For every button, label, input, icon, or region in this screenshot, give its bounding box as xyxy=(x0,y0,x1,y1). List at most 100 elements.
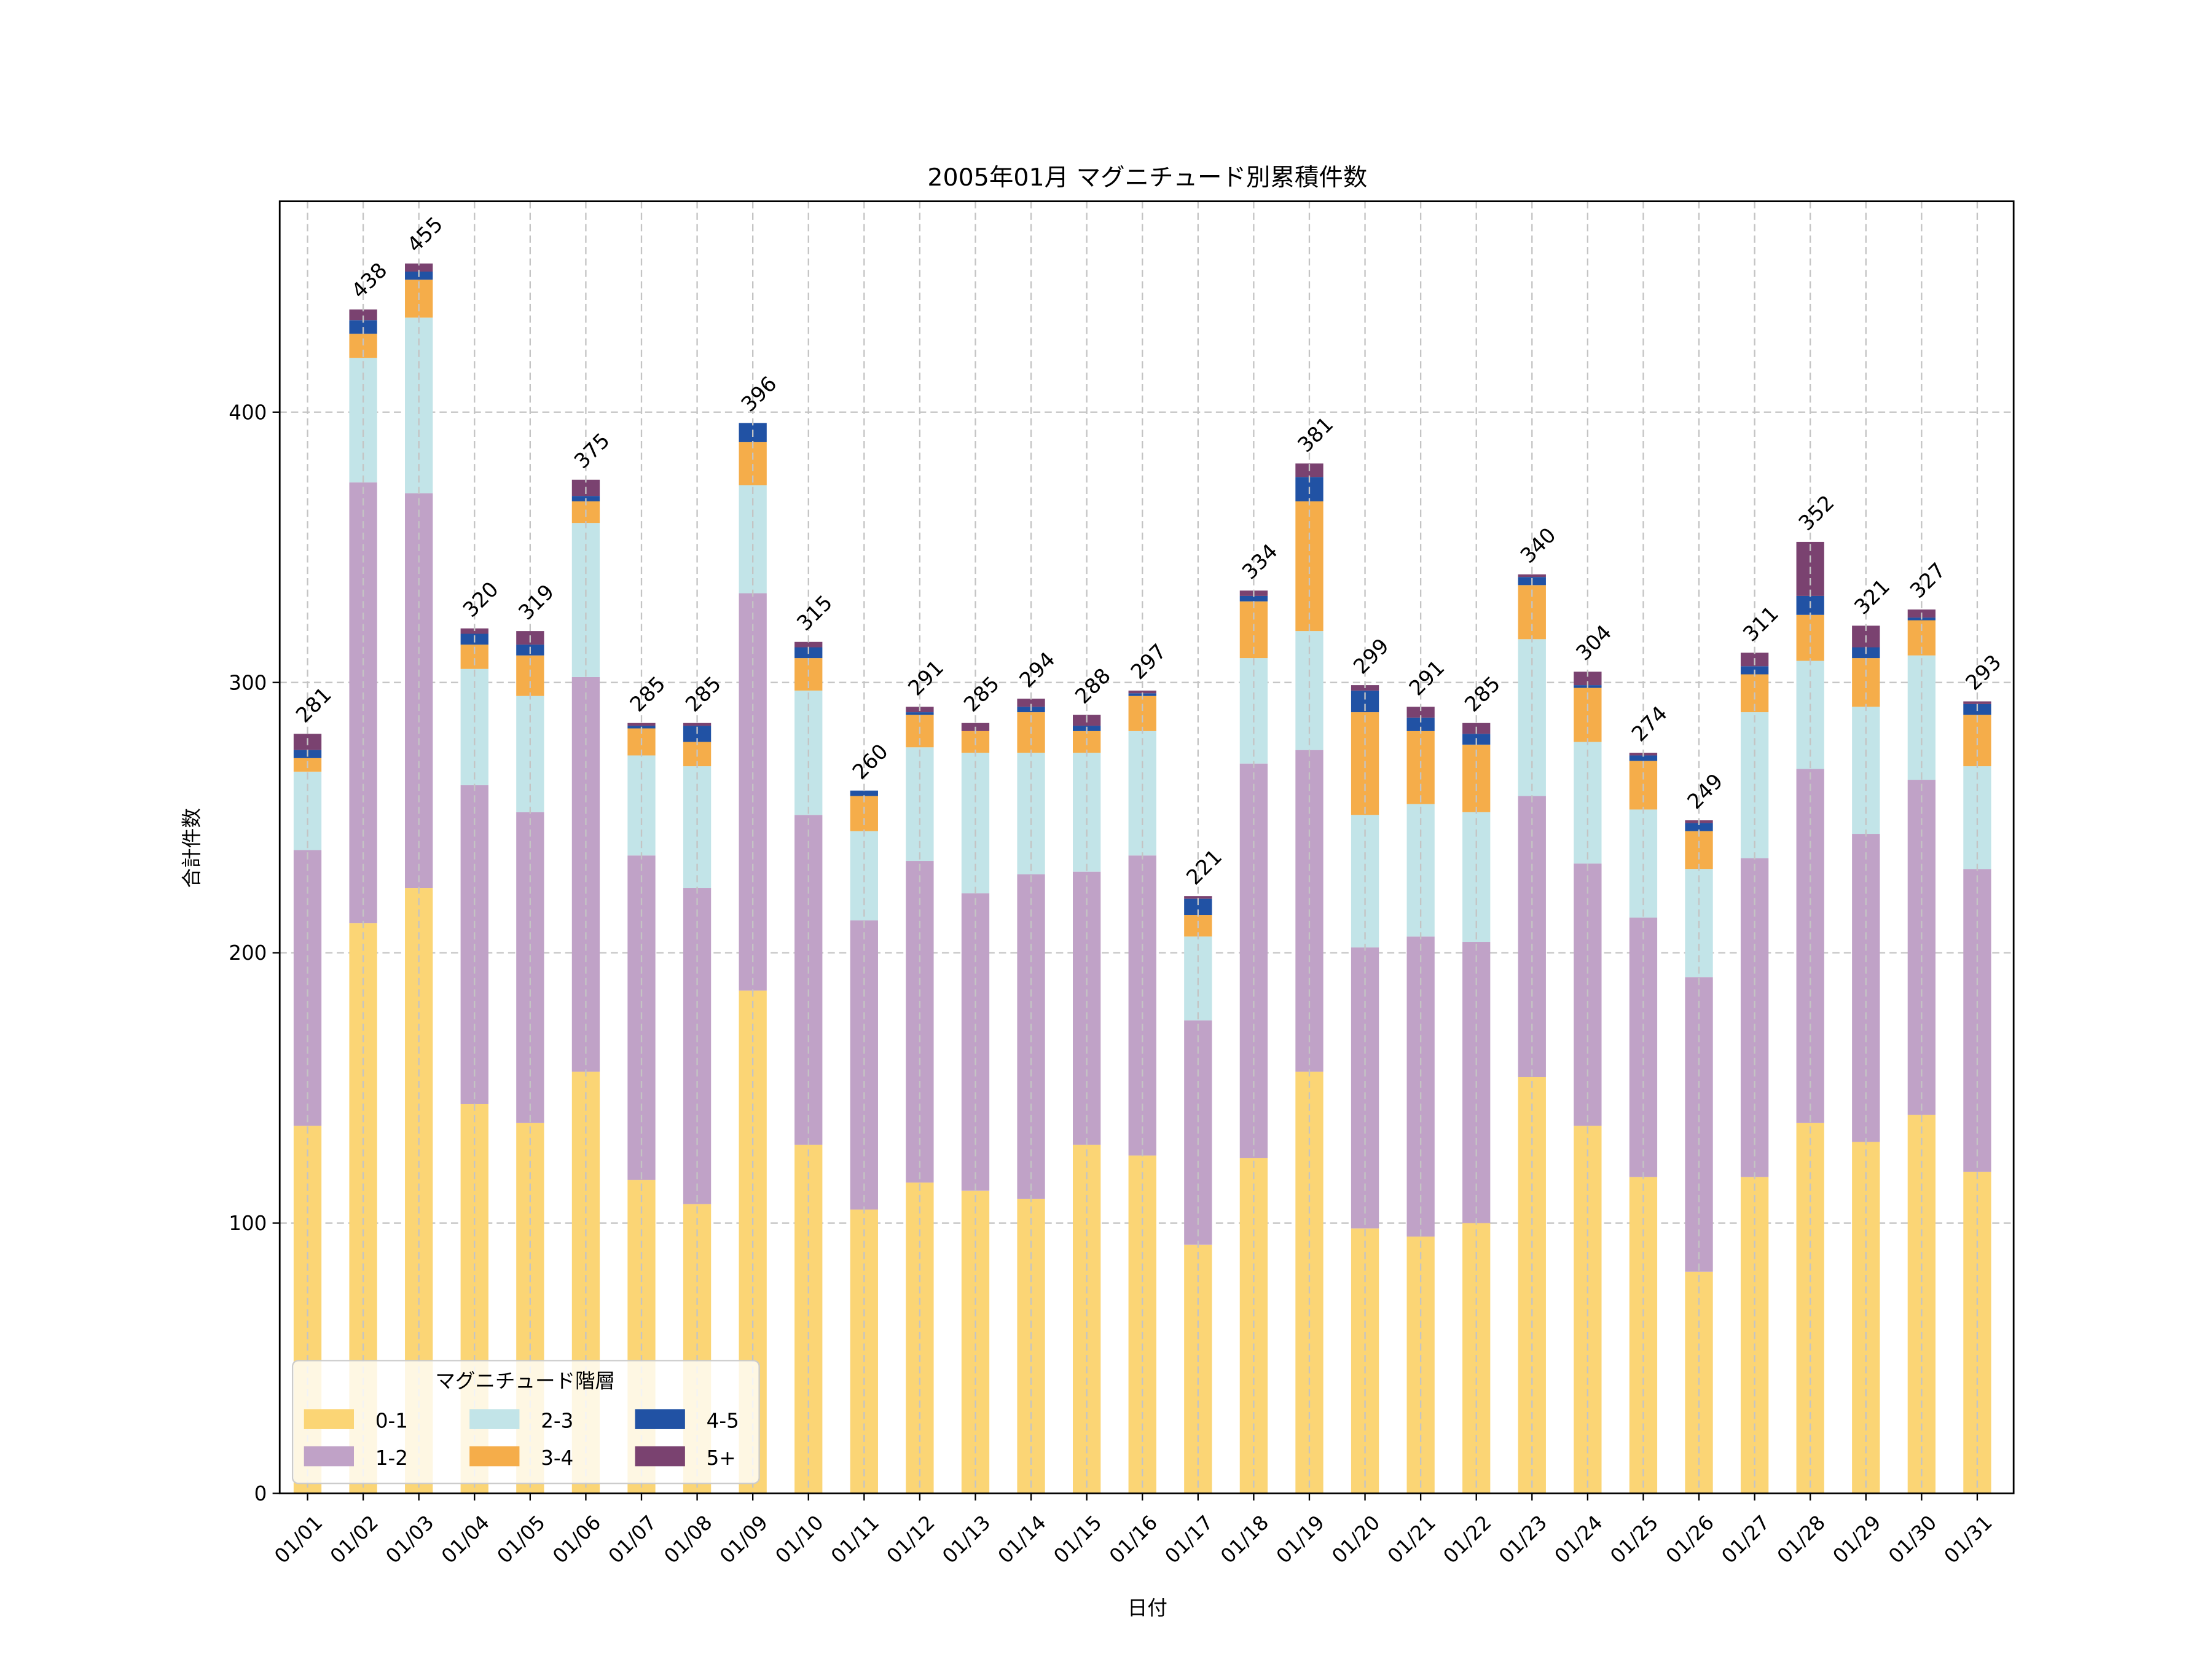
bar-segment-5+ xyxy=(1017,699,1045,707)
total-label: 285 xyxy=(1460,672,1505,716)
bar-segment-1-2 xyxy=(906,861,934,1183)
bar-segment-3-4 xyxy=(1685,831,1713,869)
total-label: 319 xyxy=(514,579,559,624)
total-label: 321 xyxy=(1849,575,1894,619)
total-label: 327 xyxy=(1905,558,1950,603)
legend-swatch xyxy=(304,1409,354,1429)
total-label: 288 xyxy=(1070,664,1115,708)
bar-segment-2-3 xyxy=(405,317,433,493)
total-label: 281 xyxy=(291,683,336,728)
x-tick-label: 01/11 xyxy=(826,1511,884,1568)
bar-segment-5+ xyxy=(349,309,377,321)
plot-frame xyxy=(278,200,2015,1494)
x-tick-label: 01/27 xyxy=(1717,1511,1774,1568)
legend-label: 2-3 xyxy=(541,1410,573,1433)
bar-segment-1-2 xyxy=(405,493,433,888)
x-tick-label: 01/10 xyxy=(771,1511,828,1568)
bar-segment-1-2 xyxy=(293,850,322,1126)
total-label: 294 xyxy=(1015,647,1060,692)
y-axis-title: 合計件数 xyxy=(180,808,203,888)
x-tick-label: 01/13 xyxy=(938,1511,995,1568)
x-tick-label: 01/12 xyxy=(882,1511,939,1568)
y-tick-label: 200 xyxy=(229,941,267,965)
total-label: 315 xyxy=(792,590,837,635)
total-label: 293 xyxy=(1961,650,2006,695)
x-tick-label: 01/07 xyxy=(604,1511,661,1568)
legend-swatch xyxy=(304,1446,354,1467)
x-tick-label: 01/02 xyxy=(326,1511,383,1568)
bar-segment-5+ xyxy=(1963,701,1991,704)
y-tick-label: 100 xyxy=(229,1212,267,1235)
total-label: 438 xyxy=(347,258,392,303)
legend-label: 3-4 xyxy=(541,1446,573,1470)
x-tick-label: 01/25 xyxy=(1606,1511,1663,1568)
bar-segment-2-3 xyxy=(1852,707,1880,834)
bar-segment-5+ xyxy=(1574,672,1602,686)
bar-segment-4-5 xyxy=(850,790,878,796)
x-tick-label: 01/03 xyxy=(381,1511,438,1568)
total-label: 396 xyxy=(737,372,782,417)
total-label: 311 xyxy=(1738,602,1783,646)
total-label: 285 xyxy=(625,672,670,716)
total-label: 299 xyxy=(1349,633,1394,678)
x-tick-label: 01/21 xyxy=(1383,1511,1440,1568)
total-label: 285 xyxy=(681,672,726,716)
total-label: 274 xyxy=(1627,701,1672,746)
x-tick-label: 01/22 xyxy=(1439,1511,1496,1568)
total-label: 291 xyxy=(1405,656,1449,700)
total-label: 221 xyxy=(1182,845,1226,890)
x-tick-label: 01/26 xyxy=(1661,1511,1719,1568)
x-tick-label: 01/06 xyxy=(548,1511,605,1568)
bar-segment-4-5 xyxy=(1406,717,1435,731)
total-label: 260 xyxy=(848,739,893,784)
bar-segment-5+ xyxy=(1518,574,1546,578)
x-tick-label: 01/31 xyxy=(1940,1511,1997,1568)
x-axis: 01/0101/0201/0301/0401/0501/0601/0701/08… xyxy=(270,1493,1997,1568)
total-label: 352 xyxy=(1794,490,1839,535)
y-tick-label: 0 xyxy=(254,1482,267,1505)
x-axis-title: 日付 xyxy=(1128,1596,1167,1620)
bar-segment-5+ xyxy=(1128,690,1156,694)
bar-segment-4-5 xyxy=(1685,823,1713,831)
y-axis: 0 100 200 300 400 xyxy=(229,401,280,1505)
bar-segment-3-4 xyxy=(1128,696,1156,731)
total-label: 375 xyxy=(570,428,614,473)
bar-segment-4-5 xyxy=(1239,595,1268,602)
legend-label: 1-2 xyxy=(375,1446,408,1470)
x-tick-label: 01/08 xyxy=(659,1511,716,1568)
legend-label: 0-1 xyxy=(375,1410,408,1433)
legend-swatch xyxy=(635,1446,685,1467)
x-tick-label: 01/15 xyxy=(1049,1511,1106,1568)
bar-segment-2-3 xyxy=(627,755,656,856)
legend-swatch xyxy=(469,1409,520,1429)
x-tick-label: 01/01 xyxy=(270,1511,327,1568)
total-label: 297 xyxy=(1126,639,1171,684)
x-tick-label: 01/23 xyxy=(1494,1511,1551,1568)
x-tick-label: 01/20 xyxy=(1327,1511,1384,1568)
total-label: 291 xyxy=(903,656,948,700)
x-tick-label: 01/04 xyxy=(437,1511,494,1568)
total-label: 334 xyxy=(1237,539,1282,584)
bar-segment-5+ xyxy=(1406,707,1435,718)
x-tick-label: 01/18 xyxy=(1216,1511,1273,1568)
x-tick-label: 01/29 xyxy=(1829,1511,1886,1568)
total-label: 340 xyxy=(1516,523,1561,568)
bar-segment-5+ xyxy=(405,263,433,272)
legend-label: 5+ xyxy=(707,1446,736,1470)
x-tick-label: 01/16 xyxy=(1105,1511,1162,1568)
total-label: 304 xyxy=(1571,620,1616,665)
grid-lines xyxy=(280,411,2014,1224)
total-label: 249 xyxy=(1682,769,1727,814)
x-tick-label: 01/28 xyxy=(1773,1511,1830,1568)
legend-swatch xyxy=(635,1409,685,1429)
x-tick-label: 01/09 xyxy=(715,1511,772,1568)
y-tick-label: 400 xyxy=(229,401,267,424)
bar-segment-5+ xyxy=(1184,896,1212,899)
legend-label: 4-5 xyxy=(707,1410,739,1433)
bar-segment-5+ xyxy=(460,628,488,634)
x-tick-label: 01/19 xyxy=(1272,1511,1329,1568)
x-tick-label: 01/30 xyxy=(1884,1511,1941,1568)
bar-segment-5+ xyxy=(794,641,823,648)
bar-segment-3-4 xyxy=(1295,501,1324,632)
bar-segment-4-5 xyxy=(906,712,934,715)
